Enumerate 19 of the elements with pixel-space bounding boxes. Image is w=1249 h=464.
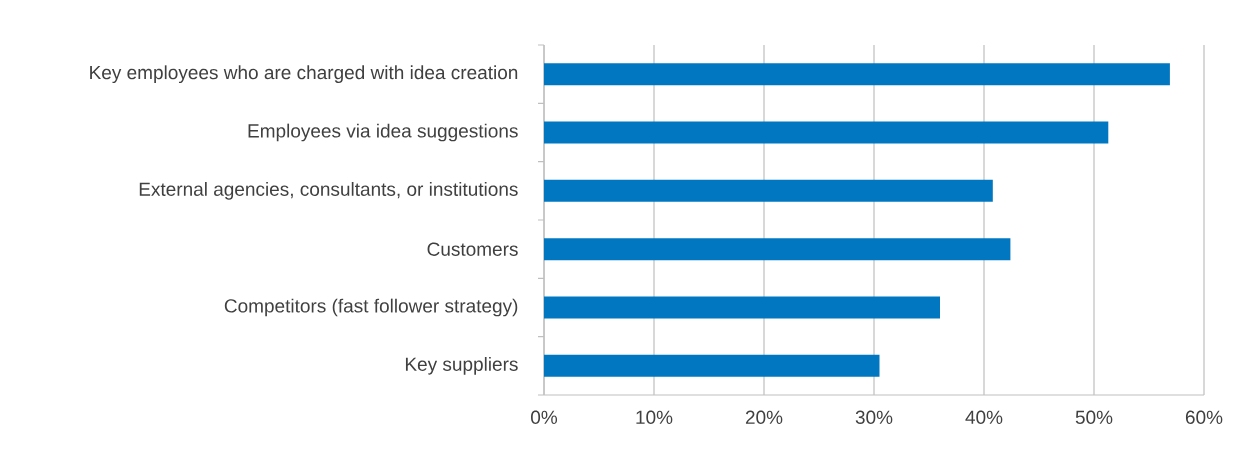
bar [544, 179, 993, 202]
bar [544, 121, 1109, 144]
x-tick-label: 60% [1185, 410, 1223, 424]
bar [544, 63, 1170, 86]
x-tick-label: 10% [636, 410, 673, 424]
bar [544, 296, 940, 319]
bar [544, 238, 1011, 261]
x-tick-label: 50% [1075, 410, 1113, 424]
y-tick-label: Key employees who are charged with idea creation [90, 65, 518, 84]
y-tick-label: Competitors (fast follower strategy) [224, 298, 518, 317]
x-tick-label: 30% [855, 410, 893, 424]
x-tick-label: 0% [531, 410, 558, 424]
bar [544, 354, 880, 377]
x-tick-label: 40% [965, 410, 1003, 424]
y-tick-label: Customers [427, 242, 518, 256]
y-tick-label: Key suppliers [405, 356, 518, 375]
y-tick-label: Employees via idea suggestions [248, 123, 518, 142]
y-tick-label: External agencies, consultants, or institutions [139, 181, 518, 200]
x-tick-label: 20% [745, 410, 783, 424]
